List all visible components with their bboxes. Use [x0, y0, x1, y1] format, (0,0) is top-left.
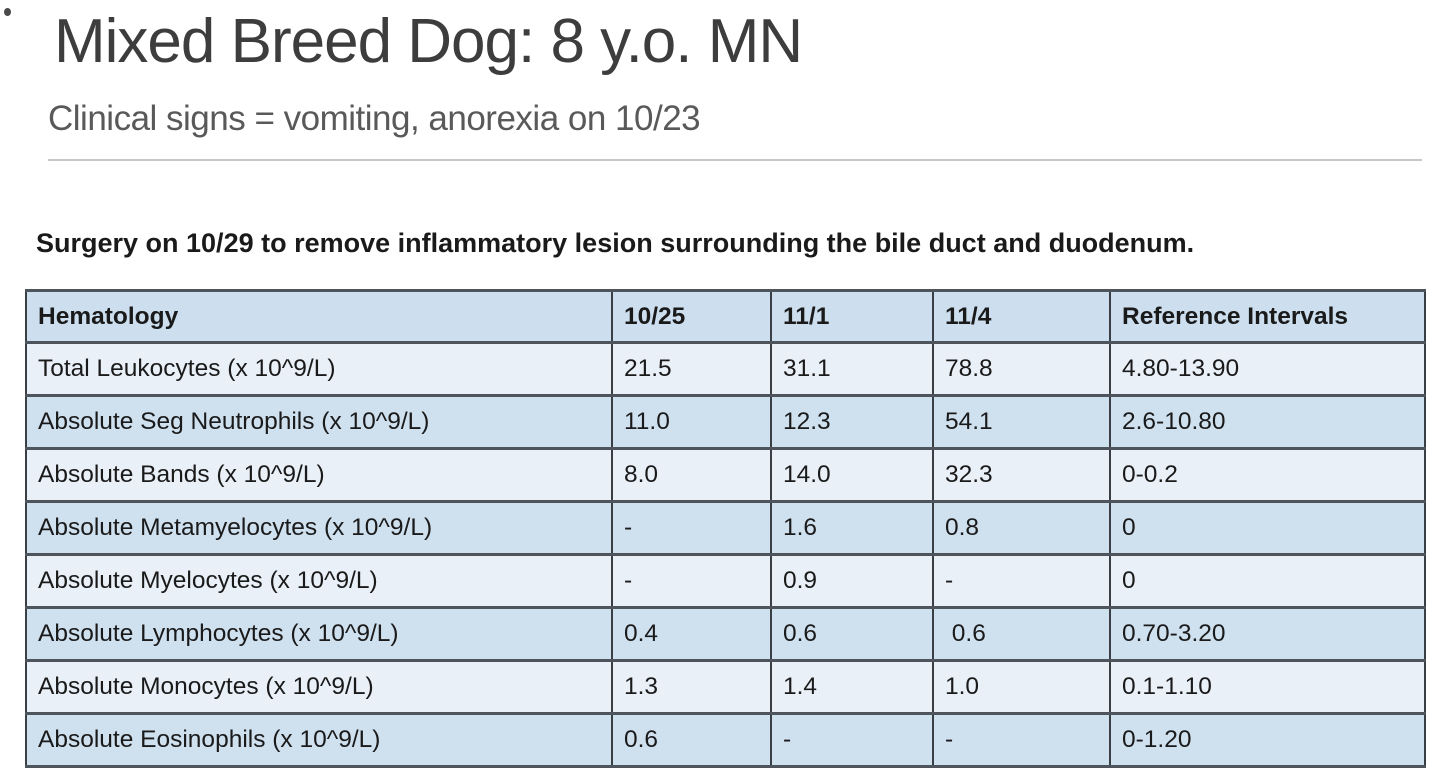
row-label-cell: Absolute Eosinophils (x 10^9/L)	[25, 712, 613, 768]
table-row: Absolute Myelocytes (x 10^9/L) -0.9-0	[25, 553, 1426, 609]
reference-cell: 0.70-3.20	[1109, 606, 1426, 662]
divider-line	[48, 159, 1422, 161]
column-header: 11/4	[932, 289, 1111, 344]
value-cell: 0.4	[611, 606, 772, 662]
value-cell: 0.8	[932, 500, 1111, 556]
table-row: Absolute Lymphocytes (x 10^9/L) 0.4 0.6 0.…	[25, 606, 1426, 662]
reference-cell: 0	[1109, 500, 1426, 556]
reference-cell: 2.6-10.80	[1109, 394, 1426, 450]
value-cell: -	[611, 553, 772, 609]
row-label-cell: Absolute Lymphocytes (x 10^9/L)	[25, 606, 613, 662]
value-cell: 21.5	[611, 341, 772, 397]
table-body: Total Leukocytes (x 10^9/L) 21.5 31.1 78.8 4…	[25, 341, 1426, 768]
table-row: Total Leukocytes (x 10^9/L) 21.5 31.1 78.8 4…	[25, 341, 1426, 397]
header-row: Hematology 10/25 11/1 11/4 Reference Interva…	[25, 289, 1426, 344]
surgery-note: Surgery on 10/29 to remove inflammatory …	[36, 228, 1195, 258]
reference-cell: 0-1.20	[1109, 712, 1426, 768]
row-label-cell: Absolute Myelocytes (x 10^9/L)	[25, 553, 613, 609]
value-cell: 12.3	[770, 394, 934, 450]
column-header: 10/25	[611, 289, 772, 344]
reference-cell: 4.80-13.90	[1109, 341, 1426, 397]
table-row: Absolute Eosinophils (x 10^9/L) 0.6- -0-1.…	[25, 712, 1426, 768]
column-header: Reference Intervals	[1109, 289, 1426, 344]
reference-cell: 0	[1109, 553, 1426, 609]
value-cell: 1.3	[611, 659, 772, 715]
value-cell: 0.6	[932, 606, 1111, 662]
value-cell: 14.0	[770, 447, 934, 503]
reference-cell: 0.1-1.10	[1109, 659, 1426, 715]
value-cell: -	[770, 712, 934, 768]
value-cell: 54.1	[932, 394, 1111, 450]
value-cell: 0.9	[770, 553, 934, 609]
value-cell: 0.6	[611, 712, 772, 768]
value-cell: 32.3	[932, 447, 1111, 503]
corner-artifact-dot	[4, 8, 11, 16]
table-row: Absolute Seg Neutrophils (x 10^9/L) 11.0 1…	[25, 394, 1426, 450]
row-label-cell: Absolute Bands (x 10^9/L)	[25, 447, 613, 503]
value-cell: -	[932, 712, 1111, 768]
value-cell: 31.1	[770, 341, 934, 397]
value-cell: 8.0	[611, 447, 772, 503]
value-cell: 78.8	[932, 341, 1111, 397]
row-label-cell: Total Leukocytes (x 10^9/L)	[25, 341, 613, 397]
value-cell: 1.4	[770, 659, 934, 715]
slide-subtitle: Clinical signs = vomiting, anorexia on 1…	[48, 99, 701, 138]
table-row: Absolute Bands (x 10^9/L) 8.0 14.0 32.3 0-0.…	[25, 447, 1426, 503]
row-label-cell: Absolute Monocytes (x 10^9/L)	[25, 659, 613, 715]
slide-title: Mixed Breed Dog: 8 y.o. MN	[54, 7, 803, 76]
row-label-cell: Absolute Seg Neutrophils (x 10^9/L)	[25, 394, 613, 450]
column-header: 11/1	[770, 289, 934, 344]
value-cell: 1.0	[932, 659, 1111, 715]
table-row: Absolute Metamyelocytes (x 10^9/L) -1.6 0.…	[25, 500, 1426, 556]
reference-cell: 0-0.2	[1109, 447, 1426, 503]
value-cell: 11.0	[611, 394, 772, 450]
row-label-cell: Absolute Metamyelocytes (x 10^9/L)	[25, 500, 613, 556]
value-cell: -	[611, 500, 772, 556]
table-row: Absolute Monocytes (x 10^9/L) 1.3 1.4 1.0 0.…	[25, 659, 1426, 715]
value-cell: -	[932, 553, 1111, 609]
column-header: Hematology	[25, 289, 613, 344]
hematology-table: Hematology 10/25 11/1 11/4 Reference Interva…	[25, 289, 1426, 768]
value-cell: 1.6	[770, 500, 934, 556]
value-cell: 0.6	[770, 606, 934, 662]
